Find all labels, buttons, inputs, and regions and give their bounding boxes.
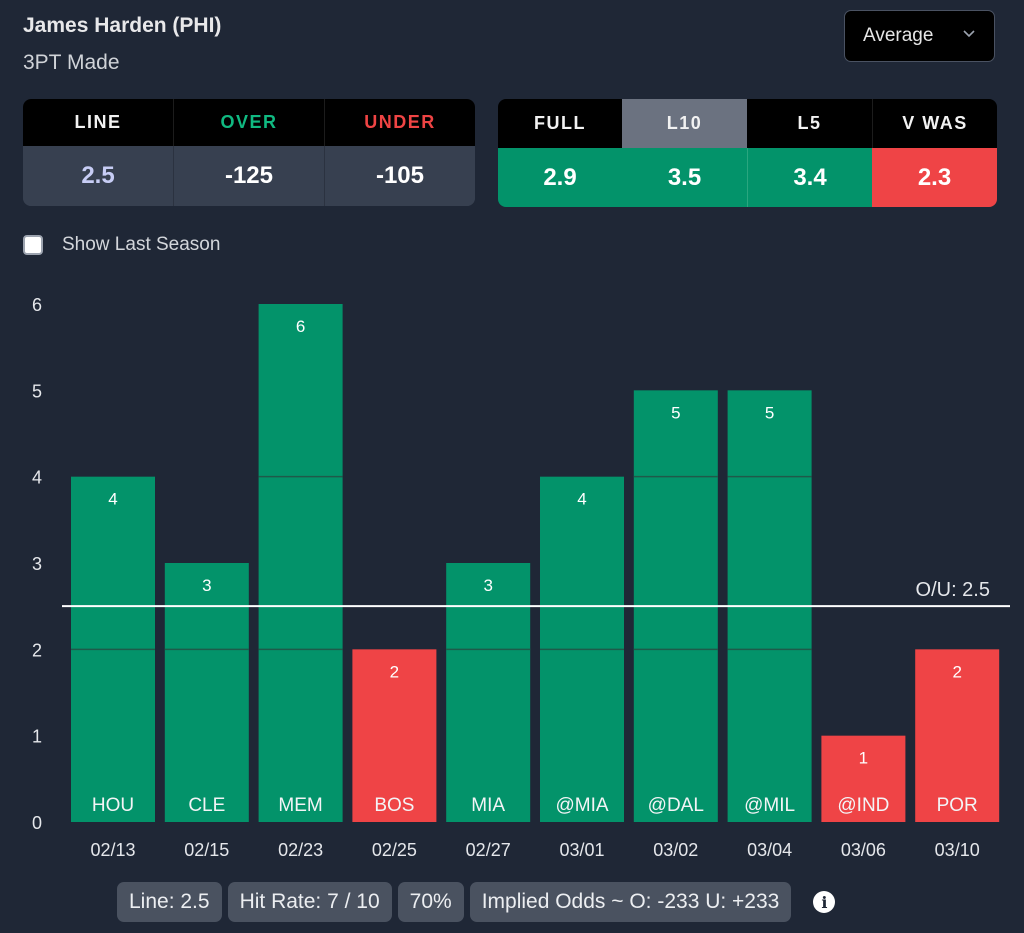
bar-value-label: 3 [483, 576, 492, 595]
bar-opponent-label: POR [937, 795, 978, 816]
odds-value-line: 2.5 [23, 146, 173, 206]
odds-header-line: LINE [23, 99, 173, 146]
bar-opponent-label: @MIA [555, 795, 608, 816]
bar-chart: 0 1 2 3 4 5 6 4 HOU 02/13 3 CLE 02/15 6 MEM 02/23 2 BOS 02… [32, 295, 1010, 860]
x-tick-label: 02/27 [466, 840, 511, 860]
bar-opponent-label: @DAL [648, 795, 704, 816]
x-tick-label: 03/10 [935, 840, 980, 860]
bar-opponent-label: MEM [278, 795, 322, 816]
average-table: FULL L10 L5 V WAS 2.9 3.5 3.4 2.3 [498, 99, 997, 207]
bar-value-label: 2 [390, 662, 399, 681]
info-icon[interactable]: i [813, 891, 836, 913]
y-tick-label: 1 [32, 727, 42, 747]
bar [446, 563, 531, 822]
player-title: James Harden (PHI) [23, 14, 222, 37]
bar-opponent-label: @MIL [744, 795, 795, 816]
odds-header-over: OVER [173, 99, 324, 146]
bar-value-label: 5 [671, 403, 680, 422]
odds-table: LINE OVER UNDER 2.5 -125 -105 [23, 99, 475, 206]
avg-value-l5: 3.4 [747, 148, 872, 207]
y-tick-label: 3 [32, 554, 42, 574]
summary-pills: Line: 2.5 Hit Rate: 7 / 10 70% Implied O… [117, 882, 836, 922]
bar-value-label: 2 [952, 662, 961, 681]
line-pill: Line: 2.5 [117, 882, 222, 922]
x-tick-label: 02/23 [278, 840, 323, 860]
odds-header-under: UNDER [324, 99, 475, 146]
y-tick-label: 4 [32, 468, 42, 488]
x-tick-label: 02/25 [372, 840, 417, 860]
avg-tab-l5[interactable]: L5 [747, 99, 872, 148]
bar-value-label: 1 [859, 749, 868, 768]
bar-value-label: 4 [577, 490, 586, 509]
y-tick-label: 6 [32, 295, 42, 315]
hit-rate-pill: Hit Rate: 7 / 10 [227, 882, 392, 922]
bar-opponent-label: CLE [188, 795, 225, 816]
bar-value-label: 3 [202, 576, 211, 595]
show-last-season-label: Show Last Season [62, 234, 221, 255]
bar-opponent-label: MIA [471, 795, 505, 816]
x-tick-label: 03/06 [841, 840, 886, 860]
x-tick-label: 03/01 [559, 840, 604, 860]
bar [821, 735, 906, 822]
x-tick-label: 02/13 [90, 840, 135, 860]
dropdown-selected: Average [863, 25, 934, 46]
ou-line-label: O/U: 2.5 [916, 579, 990, 601]
bar [352, 649, 437, 822]
bar-value-label: 5 [765, 403, 774, 422]
chevron-down-icon [963, 30, 975, 38]
x-tick-label: 02/15 [184, 840, 229, 860]
avg-tab-vs-was[interactable]: V WAS [872, 99, 997, 148]
avg-value-full: 2.9 [498, 148, 622, 207]
implied-odds-pill: Implied Odds ~ O: -233 U: +233 [469, 882, 792, 922]
y-tick-label: 5 [32, 381, 42, 401]
hit-percent-pill: 70% [397, 882, 464, 922]
avg-tab-l10[interactable]: L10 [622, 99, 747, 148]
y-tick-label: 0 [32, 813, 42, 833]
bar-opponent-label: @IND [837, 795, 889, 816]
odds-value-over: -125 [173, 146, 324, 206]
stat-subtitle: 3PT Made [23, 51, 120, 74]
bar [258, 304, 343, 822]
y-tick-label: 2 [32, 640, 42, 660]
bar-value-label: 4 [108, 490, 117, 509]
bar-value-label: 6 [296, 317, 305, 336]
avg-value-vs-was: 2.3 [872, 148, 997, 207]
average-dropdown[interactable]: Average [844, 10, 995, 62]
avg-value-l10: 3.5 [622, 148, 747, 207]
bar [915, 649, 1000, 822]
avg-tab-full[interactable]: FULL [498, 99, 622, 148]
bar [164, 563, 249, 822]
show-last-season-toggle[interactable]: Show Last Season [23, 234, 220, 256]
x-tick-label: 03/04 [747, 840, 792, 860]
show-last-season-checkbox[interactable] [23, 235, 43, 255]
bar-opponent-label: HOU [92, 795, 134, 816]
odds-value-under: -105 [324, 146, 475, 206]
bar-opponent-label: BOS [374, 795, 414, 816]
x-tick-label: 03/02 [653, 840, 698, 860]
